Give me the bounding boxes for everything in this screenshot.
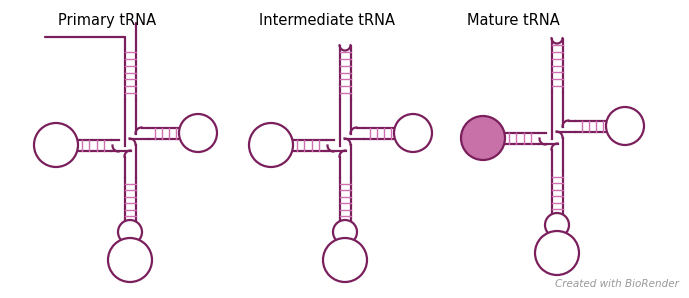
Text: Created with BioRender: Created with BioRender (555, 279, 679, 289)
Circle shape (118, 220, 142, 244)
Circle shape (545, 213, 569, 237)
Circle shape (34, 123, 78, 167)
Circle shape (108, 238, 152, 282)
Circle shape (394, 114, 432, 152)
Circle shape (333, 220, 357, 244)
Circle shape (249, 123, 293, 167)
Circle shape (606, 107, 644, 145)
Circle shape (535, 231, 579, 275)
Circle shape (179, 114, 217, 152)
Text: Intermediate tRNA: Intermediate tRNA (259, 13, 395, 28)
Circle shape (461, 116, 505, 160)
Text: Primary tRNA: Primary tRNA (58, 13, 156, 28)
Text: Mature tRNA: Mature tRNA (467, 13, 559, 28)
Circle shape (323, 238, 367, 282)
